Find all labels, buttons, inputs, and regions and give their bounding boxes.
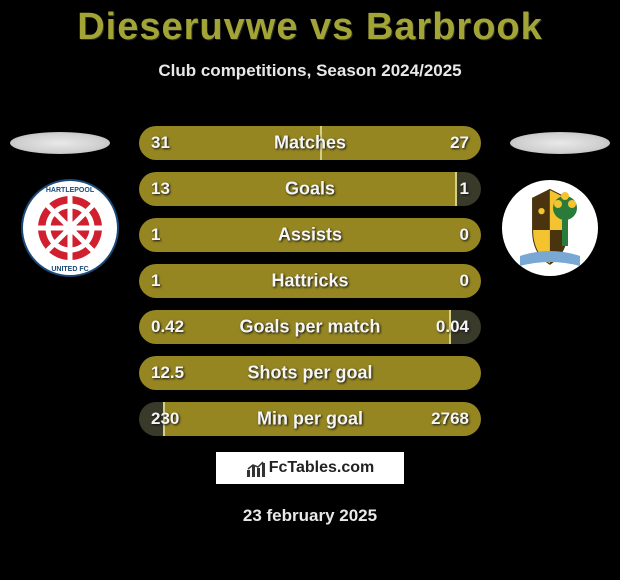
left-club-crest: HARTLEPOOL UNITED FC (20, 178, 120, 278)
stat-right-value: 0.04 (436, 317, 469, 337)
stat-row: 131Goals (139, 172, 481, 206)
stat-bar-track (139, 356, 481, 390)
right-club-crest (500, 178, 600, 278)
stat-right-value: 1 (460, 179, 469, 199)
stat-bar-left-fill (139, 172, 457, 206)
stat-row: 2302768Min per goal (139, 402, 481, 436)
stat-bar-track (139, 218, 481, 252)
stat-bar-track (139, 264, 481, 298)
stats-container: 3127Matches131Goals10Assists10Hattricks0… (139, 126, 481, 448)
svg-text:HARTLEPOOL: HARTLEPOOL (46, 187, 95, 194)
brand-badge: FcTables.com (216, 452, 404, 484)
stat-left-value: 13 (151, 179, 170, 199)
brand-text: FcTables.com (269, 459, 375, 477)
stat-bar-left-fill (139, 218, 481, 252)
stat-left-value: 0.42 (151, 317, 184, 337)
stat-right-value: 27 (450, 133, 469, 153)
stat-bar-left-fill (139, 310, 451, 344)
brand-chart-icon (246, 458, 266, 478)
stat-bar-track (139, 172, 481, 206)
stat-right-value: 0 (460, 271, 469, 291)
stat-row: 10Assists (139, 218, 481, 252)
stat-bar-track (139, 402, 481, 436)
stat-bar-left-fill (139, 264, 481, 298)
stat-right-value: 0 (460, 225, 469, 245)
ship-wheel-icon: HARTLEPOOL UNITED FC (20, 178, 120, 278)
page-title: Dieseruvwe vs Barbrook (0, 6, 620, 49)
right-oval-shadow (510, 132, 610, 154)
stat-left-value: 1 (151, 271, 160, 291)
stat-bar-track (139, 310, 481, 344)
stat-bar-track (139, 126, 481, 160)
stat-left-value: 12.5 (151, 363, 184, 383)
shield-icon (500, 178, 600, 278)
footer-date: 23 february 2025 (0, 506, 620, 526)
left-oval-shadow (10, 132, 110, 154)
svg-text:UNITED FC: UNITED FC (51, 266, 88, 273)
stat-left-value: 1 (151, 225, 160, 245)
page-subtitle: Club competitions, Season 2024/2025 (0, 61, 620, 81)
stat-left-value: 31 (151, 133, 170, 153)
stat-row: 0.420.04Goals per match (139, 310, 481, 344)
stat-row: 10Hattricks (139, 264, 481, 298)
stat-left-value: 230 (151, 409, 179, 429)
stat-row: 12.5Shots per goal (139, 356, 481, 390)
stat-row: 3127Matches (139, 126, 481, 160)
stat-right-value: 2768 (431, 409, 469, 429)
stat-bar-left-fill (139, 356, 481, 390)
